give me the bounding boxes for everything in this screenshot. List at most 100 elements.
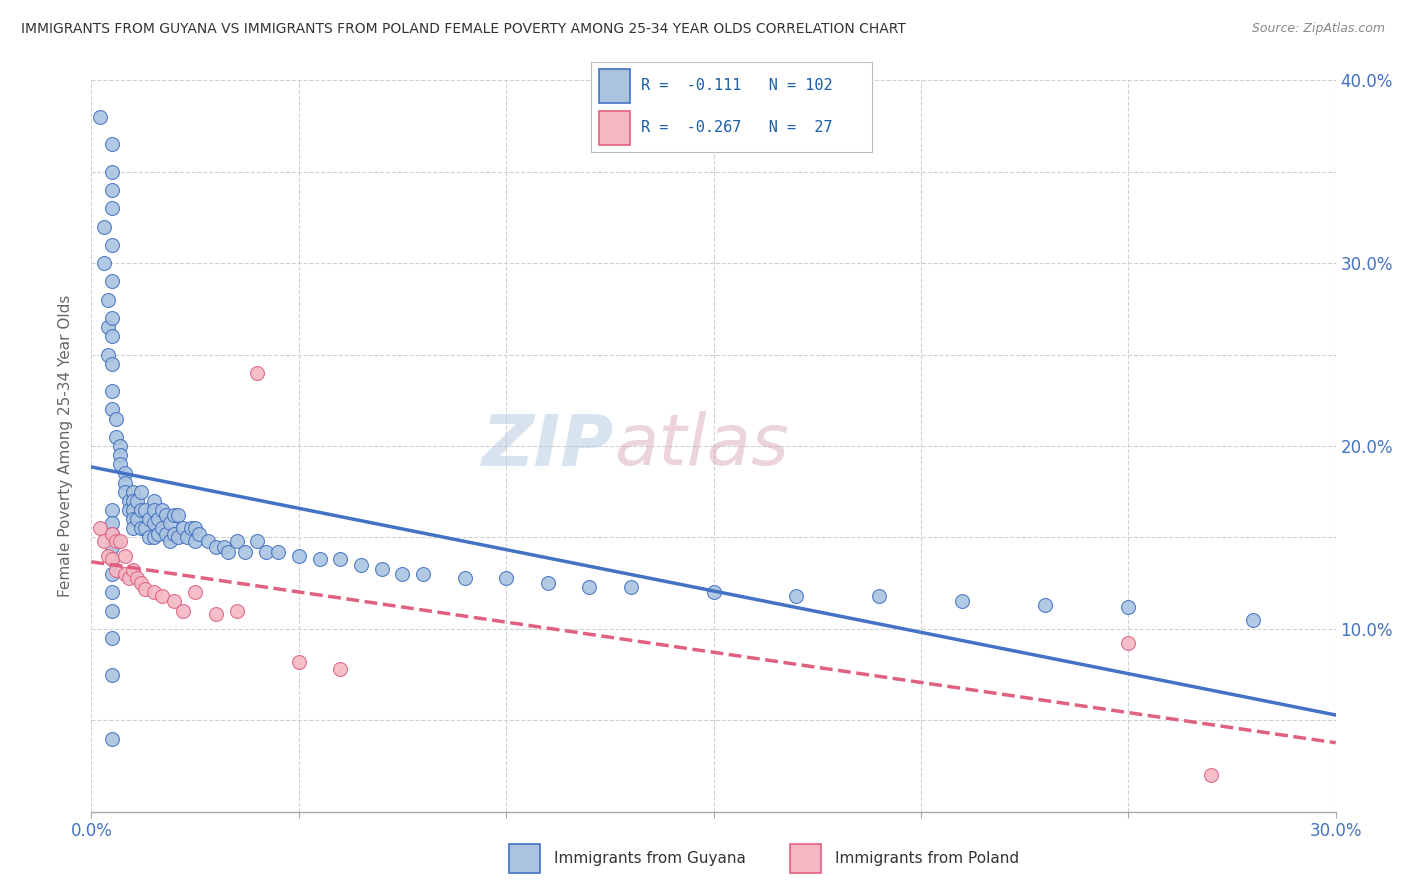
Point	[121, 484, 145, 499]
Point	[233, 545, 256, 559]
Point	[121, 563, 145, 577]
Point	[101, 552, 124, 566]
Text: IMMIGRANTS FROM GUYANA VS IMMIGRANTS FROM POLAND FEMALE POVERTY AMONG 25-34 YEAR: IMMIGRANTS FROM GUYANA VS IMMIGRANTS FRO…	[21, 22, 905, 37]
Point	[225, 603, 247, 617]
Point	[159, 516, 181, 530]
Point	[89, 110, 111, 124]
Point	[97, 348, 120, 362]
Point	[217, 545, 239, 559]
Point	[150, 503, 173, 517]
Point	[114, 475, 136, 490]
Point	[785, 589, 807, 603]
Point	[114, 484, 136, 499]
Point	[101, 183, 124, 197]
Point	[350, 558, 373, 572]
Point	[869, 589, 891, 603]
Point	[101, 402, 124, 417]
Point	[110, 439, 132, 453]
Point	[101, 311, 124, 326]
Point	[134, 521, 156, 535]
Point	[121, 512, 145, 526]
Point	[110, 534, 132, 549]
Point	[138, 512, 160, 526]
Point	[159, 534, 181, 549]
Point	[101, 540, 124, 554]
Text: Source: ZipAtlas.com: Source: ZipAtlas.com	[1251, 22, 1385, 36]
Point	[1201, 768, 1223, 782]
Point	[101, 137, 124, 152]
Point	[114, 567, 136, 582]
Point	[1035, 598, 1057, 612]
Point	[1241, 613, 1264, 627]
Point	[619, 580, 641, 594]
Point	[125, 493, 148, 508]
Point	[97, 293, 120, 307]
Point	[118, 503, 141, 517]
Point	[371, 561, 394, 575]
Text: R =  -0.111   N = 102: R = -0.111 N = 102	[641, 78, 832, 93]
Point	[142, 530, 165, 544]
Point	[212, 540, 235, 554]
Point	[101, 552, 124, 566]
Point	[93, 219, 115, 234]
Point	[246, 366, 269, 380]
Point	[167, 530, 190, 544]
Point	[101, 631, 124, 645]
Y-axis label: Female Poverty Among 25-34 Year Olds: Female Poverty Among 25-34 Year Olds	[58, 295, 73, 597]
Point	[105, 563, 128, 577]
Point	[97, 549, 120, 563]
Point	[97, 320, 120, 334]
Point	[163, 594, 186, 608]
Point	[129, 576, 152, 591]
Point	[101, 603, 124, 617]
Point	[121, 521, 145, 535]
Point	[267, 545, 290, 559]
Point	[184, 534, 207, 549]
FancyBboxPatch shape	[599, 69, 630, 103]
Point	[110, 458, 132, 472]
Point	[101, 202, 124, 216]
Point	[129, 521, 152, 535]
Point	[114, 549, 136, 563]
Point	[287, 655, 309, 669]
Point	[93, 256, 115, 270]
Point	[134, 503, 156, 517]
FancyBboxPatch shape	[509, 844, 540, 873]
Point	[105, 430, 128, 444]
Point	[125, 512, 148, 526]
Point	[536, 576, 558, 591]
Text: ZIP: ZIP	[482, 411, 614, 481]
Point	[180, 521, 202, 535]
Point	[138, 530, 160, 544]
Text: Immigrants from Poland: Immigrants from Poland	[835, 851, 1019, 866]
Point	[246, 534, 269, 549]
Point	[205, 607, 228, 622]
Point	[110, 448, 132, 462]
Point	[142, 585, 165, 599]
Point	[329, 662, 352, 676]
Point	[287, 549, 309, 563]
Point	[101, 165, 124, 179]
Point	[146, 526, 169, 541]
Point	[329, 552, 352, 566]
Point	[142, 503, 165, 517]
Point	[129, 484, 152, 499]
Point	[184, 585, 207, 599]
Point	[146, 512, 169, 526]
Point	[155, 508, 177, 523]
Point	[121, 503, 145, 517]
Point	[101, 667, 124, 681]
Point	[225, 534, 247, 549]
Point	[150, 589, 173, 603]
Point	[101, 585, 124, 599]
Point	[176, 530, 198, 544]
FancyBboxPatch shape	[599, 111, 630, 145]
Point	[155, 526, 177, 541]
Point	[101, 526, 124, 541]
Point	[125, 571, 148, 585]
Point	[702, 585, 725, 599]
Point	[134, 582, 156, 596]
Point	[950, 594, 973, 608]
Point	[129, 503, 152, 517]
Point	[101, 503, 124, 517]
